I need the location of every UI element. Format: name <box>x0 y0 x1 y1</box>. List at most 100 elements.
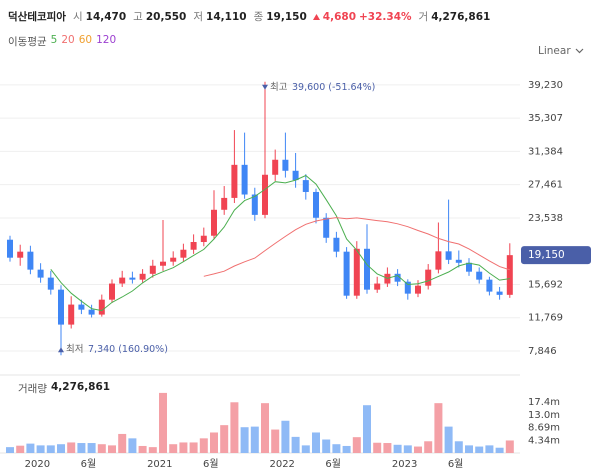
volume-bar <box>261 403 269 453</box>
volume-bar <box>332 444 341 453</box>
volume-bar <box>393 444 402 453</box>
field-label: 시 <box>72 11 83 23</box>
candle-body <box>200 235 207 243</box>
volume-tick-label: 8.69m <box>528 423 560 434</box>
y-tick-label: 7,846 <box>528 346 557 357</box>
volume-last: 4,276,861 <box>50 381 111 393</box>
moving-average-line <box>203 217 510 277</box>
candle-body <box>394 273 401 282</box>
candle-body <box>353 248 360 296</box>
price-tag <box>521 246 591 265</box>
note-text: 39,600 (-51.64%) <box>292 82 375 93</box>
price-tag-label: 19,150 <box>528 249 565 261</box>
candle-body <box>47 277 54 290</box>
candle-body <box>7 239 13 258</box>
volume-bar <box>271 429 280 453</box>
candle-body <box>476 271 483 280</box>
x-tick-label: 6월 <box>325 458 341 470</box>
y-tick-label: 35,307 <box>528 113 563 124</box>
legend-entry: 5 <box>50 34 58 46</box>
candle-body <box>139 273 146 280</box>
candle-body <box>292 170 299 181</box>
volume-bar <box>505 440 514 453</box>
note-arrow <box>58 347 64 353</box>
candle-body <box>78 304 85 310</box>
candle-body <box>364 248 370 290</box>
up-arrow <box>312 13 320 20</box>
volume-bar <box>57 444 65 453</box>
candle-body <box>68 304 75 325</box>
candle-body <box>425 269 432 286</box>
x-tick-label: 2022 <box>269 459 294 470</box>
candle-body <box>323 217 330 238</box>
moving-average-line <box>50 174 510 312</box>
change-pct: +32.34% <box>359 10 412 23</box>
volume-bar <box>128 438 137 453</box>
field-value: 14,110 <box>206 10 247 23</box>
volume-bar <box>210 432 218 453</box>
candle-body <box>415 285 421 294</box>
volume-tick-label: 17.4m <box>528 397 560 408</box>
volume-bar <box>383 443 392 453</box>
volume-bar <box>434 403 443 453</box>
candle-body <box>190 242 197 250</box>
candle-body <box>170 257 177 262</box>
volume-bar <box>465 445 473 453</box>
volume-bar <box>26 443 35 453</box>
volume-tick-label: 4.34m <box>528 435 560 446</box>
legend-entry: 120 <box>96 34 117 46</box>
scale-dropdown[interactable]: Linear <box>538 45 584 57</box>
volume-bar <box>189 442 198 453</box>
candle-body <box>149 265 156 274</box>
x-tick-label: 2023 <box>392 459 417 470</box>
volume-bar <box>16 445 25 453</box>
volume-bar <box>108 445 116 453</box>
volume-bar <box>159 392 167 453</box>
volume-bar <box>414 446 422 453</box>
volume-bar <box>291 436 300 453</box>
field-value: 20,550 <box>145 10 187 23</box>
candle-body <box>486 279 493 292</box>
candle-body <box>455 259 462 263</box>
candle-body <box>282 159 289 171</box>
y-tick-label: 23,538 <box>528 213 563 224</box>
volume-header: 거래량 4,276,861 <box>18 381 110 396</box>
volume-bar <box>363 405 371 453</box>
candle-body <box>119 277 126 284</box>
volume-bar <box>220 425 229 453</box>
candle-body <box>37 269 44 278</box>
candle-body <box>374 283 381 290</box>
volume-bar <box>342 445 351 453</box>
header: 덕산테코피아 시 14,470 고 20,550 저 14,110 종 19,150 4,680… <box>8 9 490 24</box>
volume-bar <box>148 447 157 453</box>
field-label: 종 <box>253 11 264 23</box>
candle-body <box>180 249 187 258</box>
volume-bar <box>240 427 249 453</box>
volume-bar <box>87 443 96 453</box>
volume-bar <box>403 445 412 453</box>
up-arrow-shape <box>312 13 320 20</box>
candle-body <box>262 174 268 215</box>
volume-bar <box>475 446 484 453</box>
note-arrow <box>262 84 268 90</box>
volume-bar <box>281 420 290 453</box>
stock-name: 덕산테코피아 <box>8 11 66 23</box>
volume-bar <box>485 445 494 453</box>
y-tick-label: 11,769 <box>528 313 563 324</box>
candle-body <box>231 164 238 198</box>
candle-body <box>333 237 340 252</box>
candle-body <box>211 209 217 236</box>
scale-mode[interactable]: Linear <box>538 45 571 57</box>
candle-body <box>466 262 472 272</box>
x-tick-label: 6월 <box>448 458 464 470</box>
x-tick-label: 6월 <box>203 458 219 470</box>
candle-body <box>109 283 115 300</box>
legend-title: 이동평균 <box>8 36 47 48</box>
note-label: 최저 <box>66 344 83 355</box>
volume-bar <box>46 445 55 453</box>
volume-bar <box>36 445 45 453</box>
candle-body <box>343 251 350 296</box>
legend-entry: 60 <box>78 34 93 46</box>
